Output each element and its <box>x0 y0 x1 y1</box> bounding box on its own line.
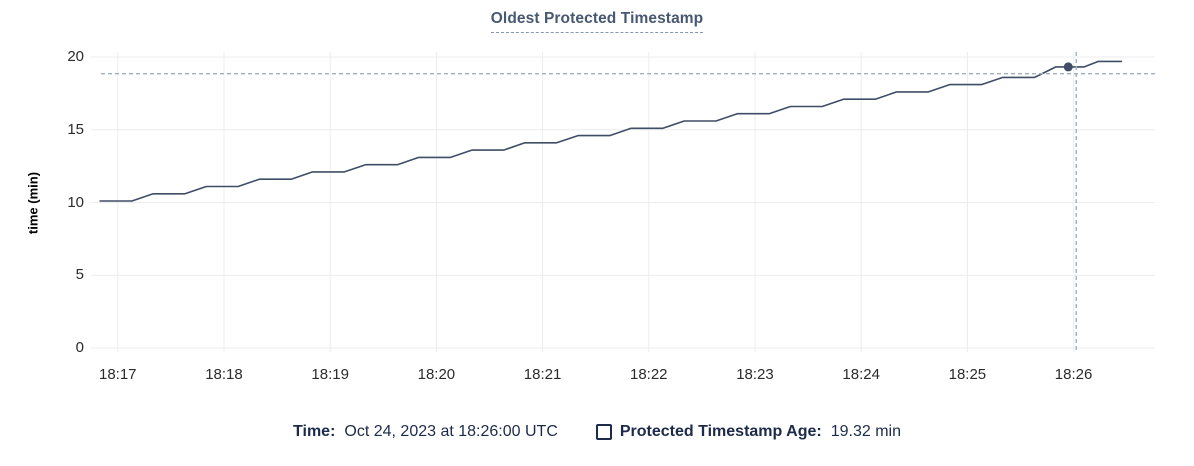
y-tick-label: 5 <box>75 266 84 284</box>
x-tick-label: 18:18 <box>205 366 243 383</box>
x-tick-label: 18:22 <box>629 366 668 383</box>
x-tick-label: 18:25 <box>948 366 987 383</box>
x-tick-label: 18:21 <box>523 366 562 383</box>
y-axis-ticks: 0 5 10 15 20 <box>50 0 84 380</box>
series-line <box>99 60 1123 202</box>
x-tick-label: 18:20 <box>417 366 456 383</box>
series-toggle-checkbox[interactable] <box>595 424 612 440</box>
chart-legend: Time: Oct 24, 2023 at 18:26:00 UTC Prote… <box>0 423 1194 441</box>
y-tick-label: 20 <box>67 48 84 65</box>
legend-series-value: 19.32 min <box>830 423 901 440</box>
y-tick-label: 0 <box>75 339 84 356</box>
chart-title[interactable]: Oldest Protected Timestamp <box>490 10 704 33</box>
x-tick-label: 18:17 <box>98 366 137 383</box>
legend-series-label: Protected Timestamp Age: <box>619 423 822 440</box>
chart-header: Oldest Protected Timestamp <box>0 10 1194 33</box>
x-tick-label: 18:23 <box>736 366 774 383</box>
hover-data-point-dot <box>1063 62 1073 72</box>
x-tick-label: 18:26 <box>1054 366 1093 383</box>
x-tick-label: 18:24 <box>842 366 880 383</box>
y-tick-label: 15 <box>67 120 84 138</box>
legend-time-label: Time: <box>293 423 336 440</box>
legend-time-value: Oct 24, 2023 at 18:26:00 UTC <box>344 423 558 440</box>
x-tick-label: 18:19 <box>311 366 349 383</box>
x-axis-ticks: 18:17 18:18 18:19 18:20 18:21 18:22 18:23 18:24… <box>0 366 1194 386</box>
y-tick-label: 10 <box>67 193 84 211</box>
